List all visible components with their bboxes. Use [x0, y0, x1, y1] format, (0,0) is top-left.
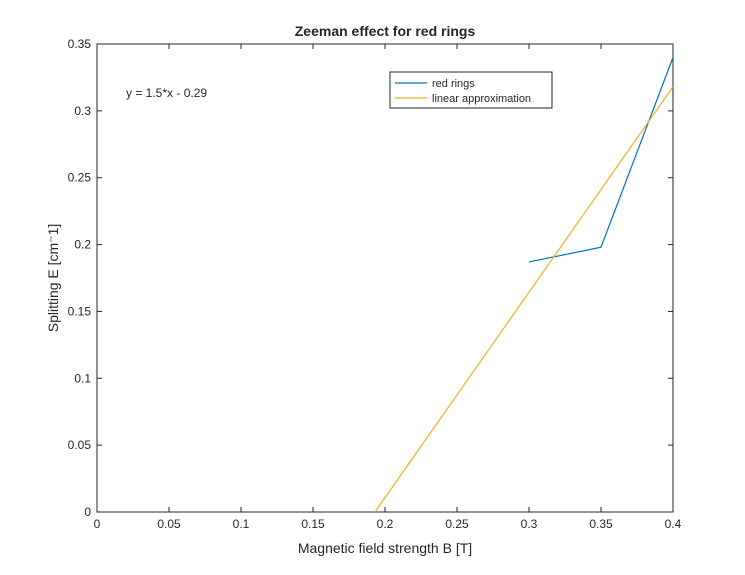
y-tick-label: 0.05 [68, 438, 92, 452]
x-tick-label: 0.05 [157, 517, 181, 531]
legend-label-red-rings: red rings [432, 78, 475, 90]
y-tick-label: 0.15 [68, 304, 92, 318]
y-tick-label: 0.1 [74, 371, 91, 385]
chart-title: Zeeman effect for red rings [295, 23, 476, 39]
x-tick-label: 0.4 [665, 517, 682, 531]
x-tick-label: 0.15 [301, 517, 325, 531]
y-tick-label: 0.25 [68, 171, 92, 185]
y-tick-label: 0.2 [74, 238, 91, 252]
x-tick-label: 0.25 [445, 517, 469, 531]
equation-annotation: y = 1.5*x - 0.29 [126, 86, 207, 100]
x-tick-label: 0 [94, 517, 101, 531]
y-tick-label: 0.35 [68, 37, 92, 51]
x-tick-label: 0.1 [233, 517, 250, 531]
y-tick-label: 0 [84, 505, 91, 519]
y-axis: 0 0.05 0.1 0.15 0.2 0.25 0.3 0.35 [68, 37, 673, 519]
x-tick-label: 0.3 [521, 517, 538, 531]
x-tick-label: 0.2 [377, 517, 394, 531]
x-axis: 0 0.05 0.1 0.15 0.2 0.25 0.3 0.35 0.4 [94, 44, 682, 531]
legend-box [389, 71, 553, 109]
x-axis-label: Magnetic field strength B [T] [298, 540, 472, 556]
plot-area: 0 0.05 0.1 0.15 0.2 0.25 0.3 0.35 0.4 0 0.05 0.1 0.… [68, 37, 682, 531]
y-axis-label: Splitting E [cm⁻1] [45, 224, 61, 333]
y-tick-label: 0.3 [74, 104, 91, 118]
legend-label-linear-approximation: linear approximation [432, 93, 531, 105]
legend: red rings linear approximation [389, 71, 553, 109]
series-line-linear-approximation [374, 86, 673, 512]
series-lines [374, 57, 673, 512]
x-tick-label: 0.35 [589, 517, 613, 531]
